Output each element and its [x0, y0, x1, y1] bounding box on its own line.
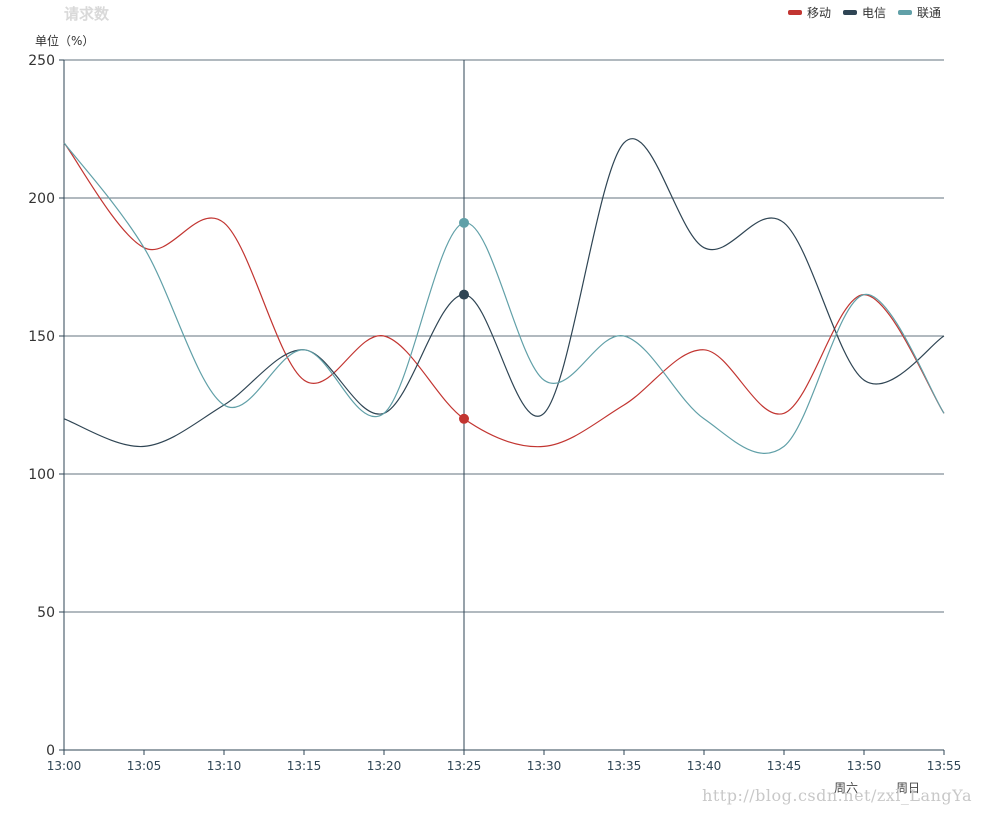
y-tick-label: 200	[28, 191, 55, 207]
y-tick-label: 100	[28, 467, 55, 483]
y-tick-label: 0	[46, 743, 55, 759]
x-tick-label: 13:05	[127, 759, 162, 773]
legend-swatch-dianxin	[842, 10, 857, 15]
annotation-sunday: 周日	[896, 781, 921, 795]
data-point-liantong[interactable]	[459, 217, 469, 228]
x-tick-label: 13:30	[527, 759, 562, 773]
y-tick-label: 50	[37, 605, 55, 621]
x-tick-label: 13:55	[927, 759, 962, 773]
legend-item-yidong[interactable]: 移动	[787, 4, 831, 21]
x-tick-label: 13:20	[367, 759, 402, 773]
chart-title: 请求数	[64, 5, 110, 23]
legend-label-dianxin: 电信	[861, 6, 886, 20]
legend-swatch-liantong	[897, 10, 912, 15]
y-tick-label: 150	[28, 329, 55, 345]
chart-legend: 移动 电信 联通	[787, 4, 941, 21]
x-tick-label: 13:50	[847, 759, 882, 773]
x-tick-label: 13:45	[767, 759, 802, 773]
y-axis-label: 单位（%）	[35, 34, 95, 48]
data-point-yidong[interactable]	[459, 413, 469, 424]
x-tick-label: 13:25	[447, 759, 482, 773]
watermark: http://blog.csdn.net/zxl_LangYa	[702, 786, 972, 805]
legend-label-liantong: 联通	[916, 6, 941, 20]
legend-item-dianxin[interactable]: 电信	[842, 4, 886, 21]
series-line-dianxin[interactable]	[63, 138, 945, 448]
legend-swatch-yidong	[787, 10, 802, 15]
legend-item-liantong[interactable]: 联通	[897, 4, 941, 21]
annotation-saturday: 周六	[834, 781, 859, 795]
x-tick-label: 13:00	[47, 759, 82, 773]
y-tick-label: 250	[28, 53, 55, 69]
x-tick-label: 13:40	[687, 759, 722, 773]
x-tick-label: 13:10	[207, 759, 242, 773]
legend-label-yidong: 移动	[806, 6, 831, 20]
x-tick-label: 13:35	[607, 759, 642, 773]
series-line-liantong[interactable]	[63, 142, 945, 454]
series-line-yidong[interactable]	[63, 142, 945, 448]
x-tick-label: 13:15	[287, 759, 322, 773]
data-point-dianxin[interactable]	[459, 289, 469, 300]
